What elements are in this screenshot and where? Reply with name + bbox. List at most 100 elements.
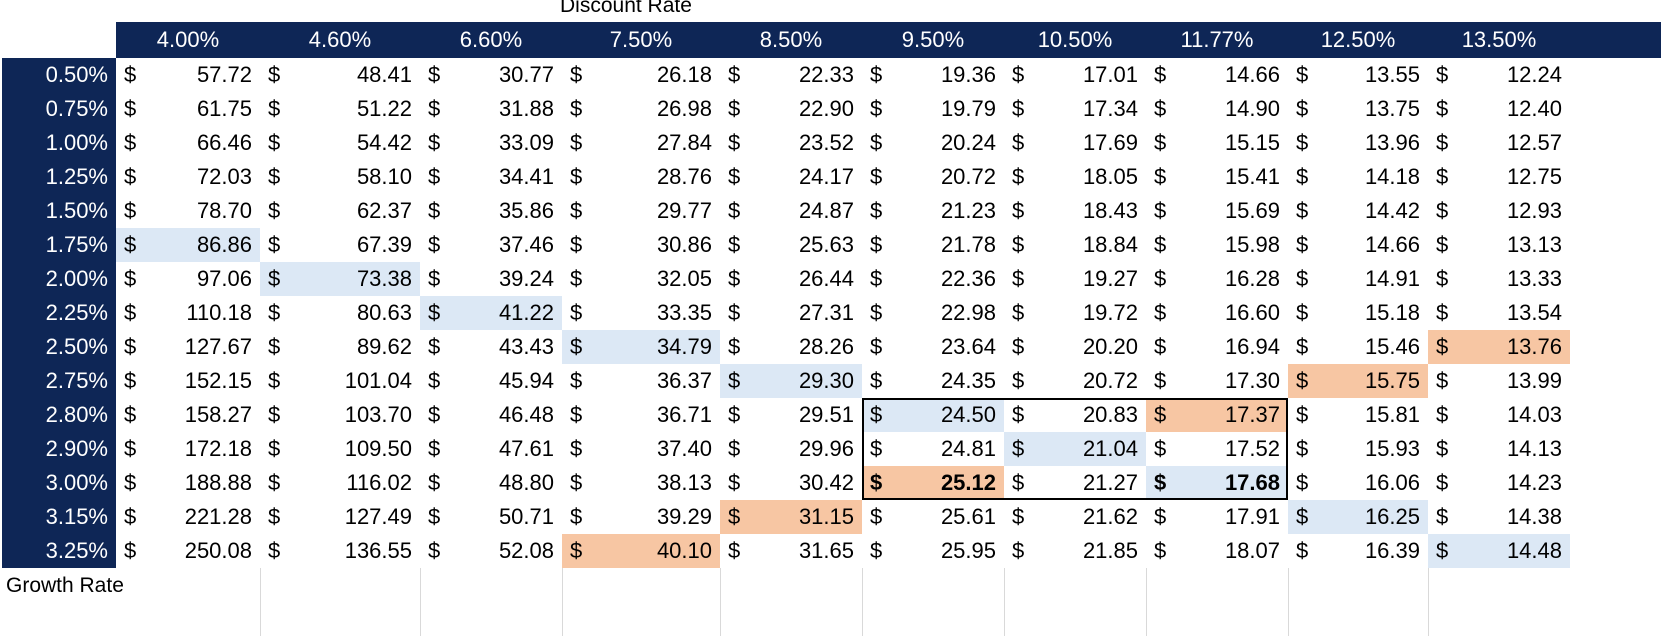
table-cell[interactable]: $14.42: [1288, 194, 1428, 228]
table-cell[interactable]: $61.75: [116, 92, 260, 126]
table-cell[interactable]: $35.86: [420, 194, 562, 228]
table-cell[interactable]: $20.72: [1004, 364, 1146, 398]
table-cell[interactable]: $21.23: [862, 194, 1004, 228]
table-cell[interactable]: $80.63: [260, 296, 420, 330]
table-cell[interactable]: $17.37: [1146, 398, 1288, 432]
table-cell[interactable]: $22.33: [720, 58, 862, 92]
table-cell[interactable]: $21.78: [862, 228, 1004, 262]
table-cell[interactable]: $47.61: [420, 432, 562, 466]
table-cell[interactable]: $57.72: [116, 58, 260, 92]
table-cell[interactable]: $13.54: [1428, 296, 1570, 330]
table-cell[interactable]: $51.22: [260, 92, 420, 126]
table-cell[interactable]: $39.29: [562, 500, 720, 534]
table-cell[interactable]: $19.36: [862, 58, 1004, 92]
table-cell[interactable]: $17.69: [1004, 126, 1146, 160]
table-cell[interactable]: $26.18: [562, 58, 720, 92]
table-cell[interactable]: $13.76: [1428, 330, 1570, 364]
table-cell[interactable]: $41.22: [420, 296, 562, 330]
table-cell[interactable]: $33.35: [562, 296, 720, 330]
table-cell[interactable]: $24.87: [720, 194, 862, 228]
table-cell[interactable]: $33.09: [420, 126, 562, 160]
table-cell[interactable]: $13.75: [1288, 92, 1428, 126]
table-cell[interactable]: $72.03: [116, 160, 260, 194]
table-cell[interactable]: $16.25: [1288, 500, 1428, 534]
table-cell[interactable]: $15.41: [1146, 160, 1288, 194]
table-cell[interactable]: $15.15: [1146, 126, 1288, 160]
table-cell[interactable]: $58.10: [260, 160, 420, 194]
table-cell[interactable]: $21.62: [1004, 500, 1146, 534]
table-cell[interactable]: $20.83: [1004, 398, 1146, 432]
table-cell[interactable]: $12.57: [1428, 126, 1570, 160]
table-cell[interactable]: $136.55: [260, 534, 420, 568]
table-cell[interactable]: $17.30: [1146, 364, 1288, 398]
table-cell[interactable]: $18.05: [1004, 160, 1146, 194]
table-cell[interactable]: $52.08: [420, 534, 562, 568]
table-cell[interactable]: $31.15: [720, 500, 862, 534]
table-cell[interactable]: $12.24: [1428, 58, 1570, 92]
table-cell[interactable]: $21.04: [1004, 432, 1146, 466]
table-cell[interactable]: $48.80: [420, 466, 562, 500]
table-cell[interactable]: $19.79: [862, 92, 1004, 126]
table-cell[interactable]: $22.90: [720, 92, 862, 126]
table-cell[interactable]: $24.17: [720, 160, 862, 194]
table-cell[interactable]: $15.69: [1146, 194, 1288, 228]
table-cell[interactable]: $26.98: [562, 92, 720, 126]
table-cell[interactable]: $17.91: [1146, 500, 1288, 534]
table-cell[interactable]: $188.88: [116, 466, 260, 500]
table-cell[interactable]: $37.46: [420, 228, 562, 262]
table-cell[interactable]: $73.38: [260, 262, 420, 296]
table-cell[interactable]: $14.66: [1288, 228, 1428, 262]
table-cell[interactable]: $22.36: [862, 262, 1004, 296]
table-cell[interactable]: $28.76: [562, 160, 720, 194]
table-cell[interactable]: $20.20: [1004, 330, 1146, 364]
table-cell[interactable]: $17.01: [1004, 58, 1146, 92]
table-cell[interactable]: $45.94: [420, 364, 562, 398]
table-cell[interactable]: $39.24: [420, 262, 562, 296]
table-cell[interactable]: $24.35: [862, 364, 1004, 398]
table-cell[interactable]: $78.70: [116, 194, 260, 228]
table-cell[interactable]: $14.91: [1288, 262, 1428, 296]
table-cell[interactable]: $31.65: [720, 534, 862, 568]
table-cell[interactable]: $16.06: [1288, 466, 1428, 500]
table-cell[interactable]: $15.46: [1288, 330, 1428, 364]
table-cell[interactable]: $13.33: [1428, 262, 1570, 296]
table-cell[interactable]: $21.85: [1004, 534, 1146, 568]
table-cell[interactable]: $54.42: [260, 126, 420, 160]
table-cell[interactable]: $17.34: [1004, 92, 1146, 126]
table-cell[interactable]: $14.18: [1288, 160, 1428, 194]
table-cell[interactable]: $12.40: [1428, 92, 1570, 126]
table-cell[interactable]: $127.49: [260, 500, 420, 534]
table-cell[interactable]: $25.63: [720, 228, 862, 262]
table-cell[interactable]: $27.84: [562, 126, 720, 160]
table-cell[interactable]: $15.81: [1288, 398, 1428, 432]
table-cell[interactable]: $89.62: [260, 330, 420, 364]
table-cell[interactable]: $50.71: [420, 500, 562, 534]
table-cell[interactable]: $37.40: [562, 432, 720, 466]
table-cell[interactable]: $15.18: [1288, 296, 1428, 330]
table-cell[interactable]: $14.48: [1428, 534, 1570, 568]
table-cell[interactable]: $15.75: [1288, 364, 1428, 398]
table-cell[interactable]: $15.98: [1146, 228, 1288, 262]
table-cell[interactable]: $20.72: [862, 160, 1004, 194]
table-cell[interactable]: $25.12: [862, 466, 1004, 500]
table-cell[interactable]: $13.13: [1428, 228, 1570, 262]
table-cell[interactable]: $67.39: [260, 228, 420, 262]
table-cell[interactable]: $18.84: [1004, 228, 1146, 262]
table-cell[interactable]: $26.44: [720, 262, 862, 296]
table-cell[interactable]: $40.10: [562, 534, 720, 568]
table-cell[interactable]: $101.04: [260, 364, 420, 398]
table-cell[interactable]: $19.27: [1004, 262, 1146, 296]
table-cell[interactable]: $16.60: [1146, 296, 1288, 330]
table-cell[interactable]: $13.96: [1288, 126, 1428, 160]
table-cell[interactable]: $116.02: [260, 466, 420, 500]
table-cell[interactable]: $23.52: [720, 126, 862, 160]
table-cell[interactable]: $15.93: [1288, 432, 1428, 466]
table-cell[interactable]: $97.06: [116, 262, 260, 296]
table-cell[interactable]: $172.18: [116, 432, 260, 466]
table-cell[interactable]: $250.08: [116, 534, 260, 568]
table-cell[interactable]: $32.05: [562, 262, 720, 296]
table-cell[interactable]: $29.77: [562, 194, 720, 228]
table-cell[interactable]: $12.93: [1428, 194, 1570, 228]
table-cell[interactable]: $19.72: [1004, 296, 1146, 330]
table-cell[interactable]: $30.86: [562, 228, 720, 262]
